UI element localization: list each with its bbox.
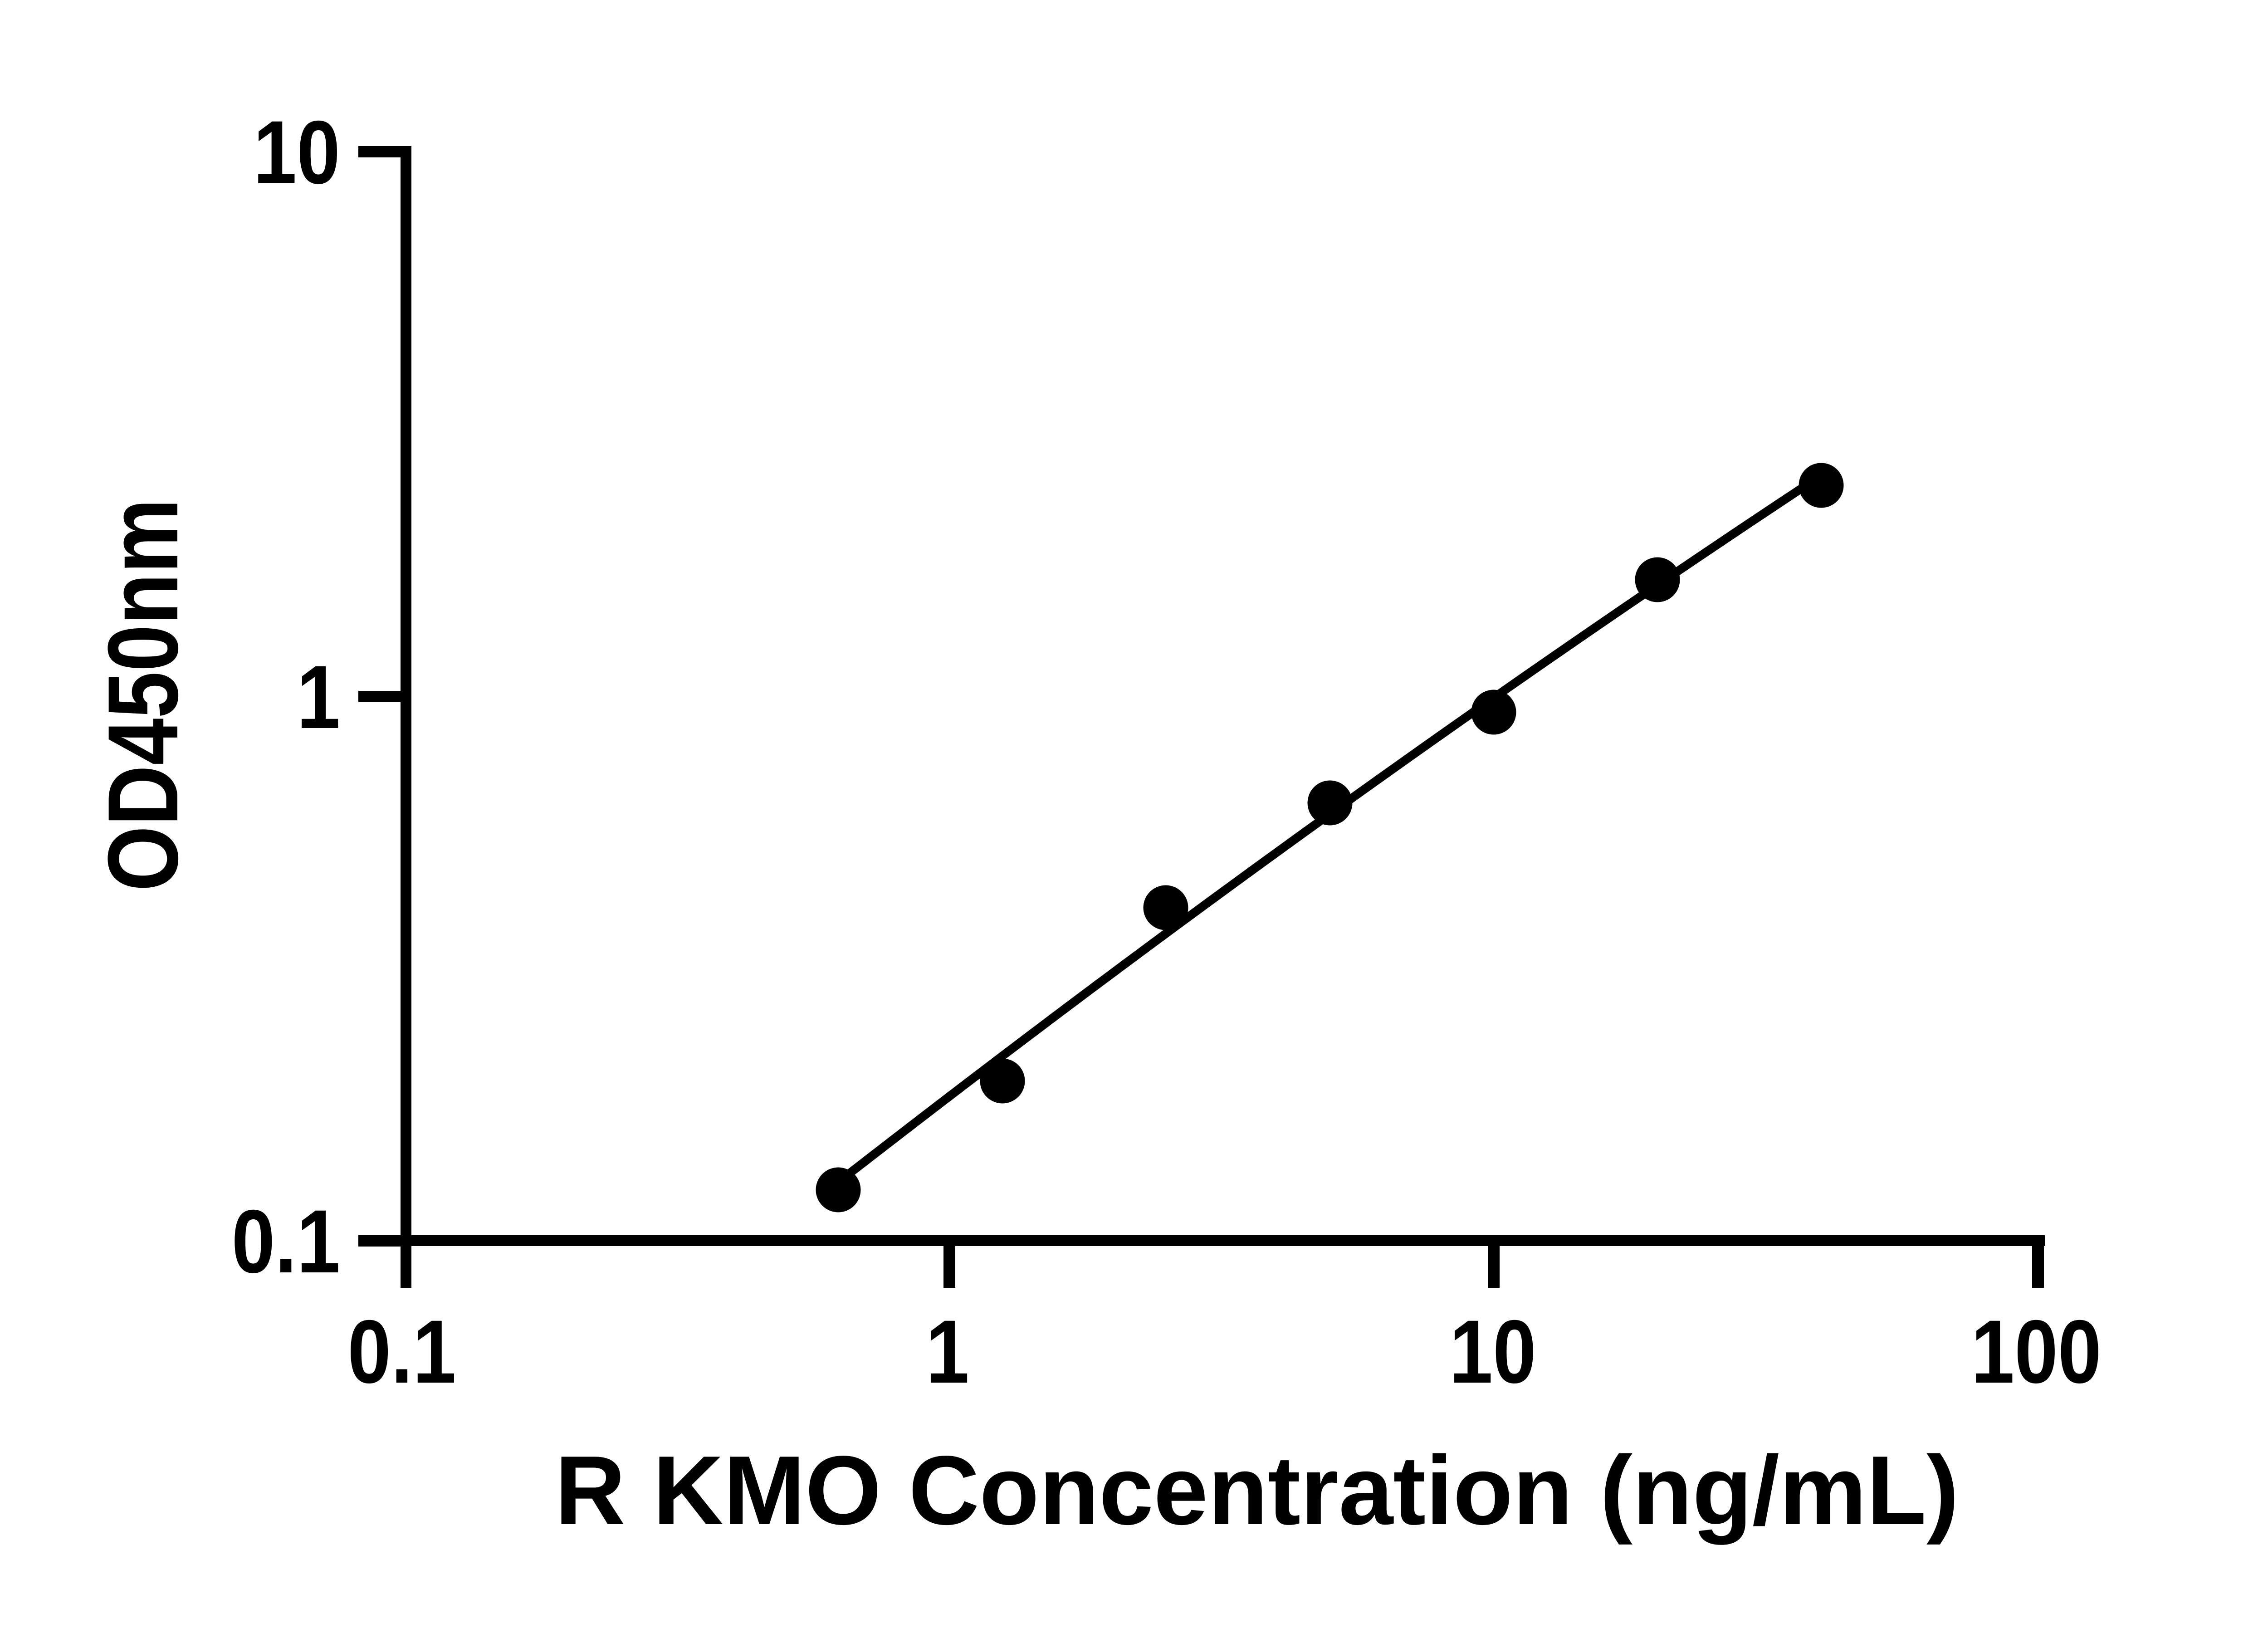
svg-text:R KMO Concentration (ng/mL): R KMO Concentration (ng/mL) (555, 1435, 1959, 1545)
svg-text:100: 100 (1971, 1302, 2101, 1402)
svg-text:0.1: 0.1 (347, 1302, 456, 1402)
svg-text:10: 10 (1449, 1302, 1536, 1402)
svg-text:0.1: 0.1 (232, 1192, 340, 1292)
svg-text:1: 1 (926, 1302, 969, 1402)
svg-text:10: 10 (253, 103, 340, 203)
svg-text:1: 1 (297, 647, 340, 748)
svg-text:OD450nm: OD450nm (88, 499, 199, 891)
